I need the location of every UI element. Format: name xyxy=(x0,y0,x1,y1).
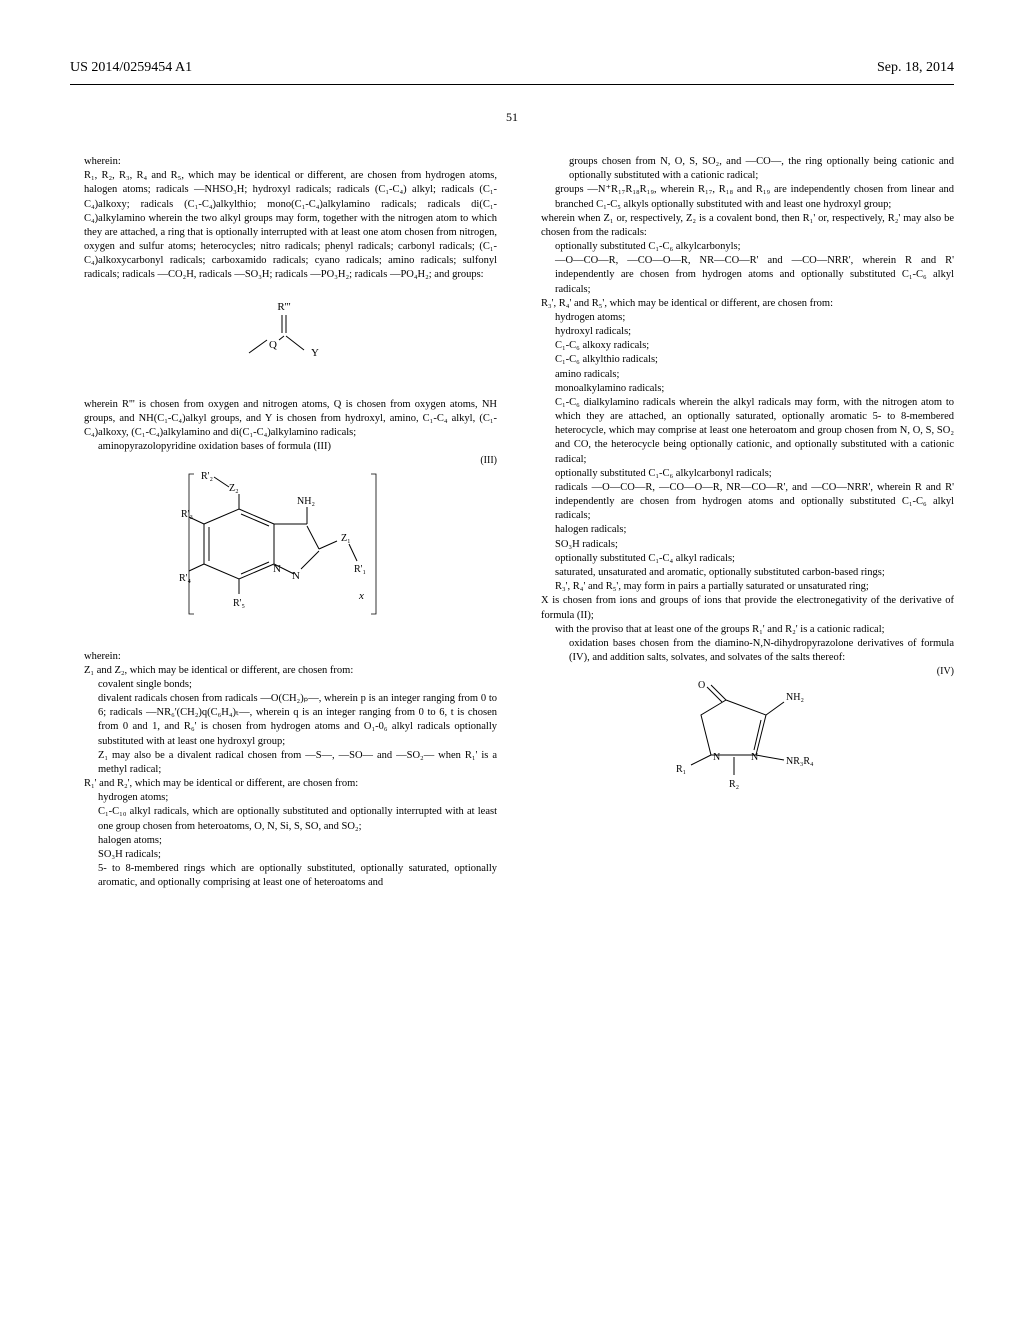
svg-text:NH₂: NH₂ xyxy=(786,692,804,703)
divalent-para: divalent radicals chosen from radicals —… xyxy=(70,692,497,749)
opt-alkyl2: optionally substituted C₁-C₆ alkylcarbon… xyxy=(527,467,954,481)
halogen2: halogen radicals; xyxy=(527,523,954,537)
proviso: with the proviso that at least one of th… xyxy=(527,623,954,637)
svg-text:R'₄: R'₄ xyxy=(179,573,191,584)
radicals-oco: radicals —O—CO—R, —CO—O—R, NR—CO—R', and… xyxy=(527,481,954,524)
svg-text:R'₁: R'₁ xyxy=(354,564,366,575)
svg-text:R₂: R₂ xyxy=(729,779,739,790)
svg-text:Y: Y xyxy=(311,347,319,359)
so3h2: SO₃H radicals; xyxy=(527,538,954,552)
svg-text:N: N xyxy=(751,752,758,763)
formula-3-label: (III) xyxy=(480,454,497,468)
hydrogen2: hydrogen atoms; xyxy=(527,311,954,325)
svg-text:R'₅: R'₅ xyxy=(233,598,245,609)
so3h: SO₃H radicals; xyxy=(70,848,497,862)
svg-text:N: N xyxy=(273,563,281,575)
amino: amino radicals; xyxy=(527,368,954,382)
patent-number: US 2014/0259454 A1 xyxy=(70,60,192,76)
svg-text:R''': R''' xyxy=(277,301,290,313)
opt-c1c4: optionally substituted C₁-C₄ alkyl radic… xyxy=(527,552,954,566)
rprime-para: wherein R''' is chosen from oxygen and n… xyxy=(70,398,497,441)
svg-text:Z₂: Z₂ xyxy=(229,483,239,494)
diagram-2: N N Z₂ R'₂ R'₃ R'₄ R'₅ NH₂ Z₁ xyxy=(70,469,497,634)
groups-nr: groups —N⁺R₁₇R₁₈R₁₉, wherein R₁₇, R₁₈ an… xyxy=(527,183,954,211)
x-para: X is chosen from ions and groups of ions… xyxy=(527,594,954,622)
svg-text:O: O xyxy=(698,680,705,691)
wherein-label: wherein: xyxy=(70,155,497,169)
r1r2-head: R₁' and R₂', which may be identical or d… xyxy=(70,777,497,791)
wherein-2: wherein: xyxy=(70,650,497,664)
dialkyl-para: C₁-C₆ dialkylamino radicals wherein the … xyxy=(527,396,954,467)
r345-pairs: R₃', R₄' and R₅', may form in pairs a pa… xyxy=(527,580,954,594)
header-rule xyxy=(70,84,954,85)
svg-text:x: x xyxy=(358,590,364,602)
rings58: 5- to 8-membered rings which are optiona… xyxy=(70,862,497,890)
z1-also: Z₁ may also be a divalent radical chosen… xyxy=(70,749,497,777)
sat-unsat: saturated, unsaturated and aromatic, opt… xyxy=(527,566,954,580)
svg-text:R₁: R₁ xyxy=(676,764,686,775)
halogen-atoms: halogen atoms; xyxy=(70,834,497,848)
svg-text:N: N xyxy=(292,570,300,582)
right-column: groups chosen from N, O, S, SO₂, and —CO… xyxy=(527,155,954,891)
aminopyrazolo: aminopyrazolopyridine oxidation bases of… xyxy=(70,440,497,454)
svg-text:N: N xyxy=(713,752,720,763)
oxidation-para: oxidation bases chosen from the diamino-… xyxy=(527,637,954,665)
svg-text:NH₂: NH₂ xyxy=(297,496,315,507)
formula-4-label: (IV) xyxy=(937,665,954,679)
opt-alkyl: optionally substituted C₁-C₆ alkylcarbon… xyxy=(527,240,954,254)
z1z2-head: Z₁ and Z₂, which may be identical or dif… xyxy=(70,664,497,678)
hydrogen-atoms: hydrogen atoms; xyxy=(70,791,497,805)
covalent: covalent single bonds; xyxy=(70,678,497,692)
patent-date: Sep. 18, 2014 xyxy=(877,60,954,76)
svg-text:R'₃: R'₃ xyxy=(181,509,193,520)
svg-text:R'₂: R'₂ xyxy=(201,471,213,482)
diagram-1: R''' Q Y xyxy=(70,298,497,383)
hydroxyl: hydroxyl radicals; xyxy=(527,325,954,339)
svg-text:Q: Q xyxy=(269,339,277,351)
monoalkyl: monoalkylamino radicals; xyxy=(527,382,954,396)
c1c6-alkylthio: C₁-C₆ alkylthio radicals; xyxy=(527,353,954,367)
c1c10: C₁-C₁₀ alkyl radicals, which are optiona… xyxy=(70,805,497,833)
diagram-3: N N O NH₂ NR₃R₄ R₁ xyxy=(527,680,954,795)
svg-text:Z₁: Z₁ xyxy=(341,533,351,544)
svg-text:NR₃R₄: NR₃R₄ xyxy=(786,756,814,767)
page-number: 51 xyxy=(70,110,954,125)
groups-para: groups chosen from N, O, S, SO₂, and —CO… xyxy=(527,155,954,183)
wherein-z1: wherein when Z₁ or, respectively, Z₂ is … xyxy=(527,212,954,240)
r345-head: R₃', R₄' and R₅', which may be identical… xyxy=(527,297,954,311)
r1-para: R₁, R₂, R₃, R₄ and R₅, which may be iden… xyxy=(70,169,497,282)
c1c6-alkoxy: C₁-C₆ alkoxy radicals; xyxy=(527,339,954,353)
left-column: wherein: R₁, R₂, R₃, R₄ and R₅, which ma… xyxy=(70,155,497,891)
oco-para: —O—CO—R, —CO—O—R, NR—CO—R' and —CO—NRR',… xyxy=(527,254,954,297)
